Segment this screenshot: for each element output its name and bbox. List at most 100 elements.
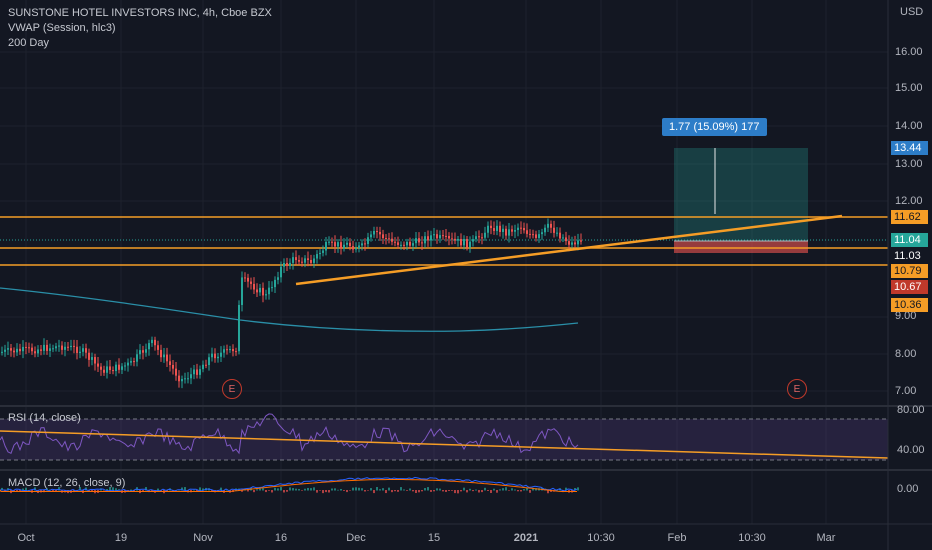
candle-body (109, 366, 111, 371)
candle-body (574, 242, 576, 245)
candle-body (400, 244, 402, 246)
candle-body (241, 277, 243, 305)
vwap-indicator-label[interactable]: VWAP (Session, hlc3) (8, 22, 116, 34)
macd-bar (166, 490, 168, 492)
candle-body (541, 232, 543, 235)
candle-body (178, 375, 180, 382)
candle-body (331, 241, 333, 243)
macd-bar (259, 488, 261, 491)
candle-body (67, 346, 69, 348)
macd-bar (322, 490, 324, 494)
macd-bar (331, 488, 333, 491)
candle-body (418, 238, 420, 243)
time-tick: Oct (17, 532, 35, 544)
earnings-badge[interactable]: E (222, 379, 242, 399)
candle-body (328, 241, 330, 243)
macd-bar (151, 490, 153, 492)
candle-body (412, 243, 414, 246)
macd-bar (181, 487, 183, 491)
macd-bar (520, 490, 522, 492)
macd-bar (91, 490, 93, 492)
macd-bar (382, 488, 384, 491)
candle-body (367, 237, 369, 244)
candle-body (244, 277, 246, 279)
macd-bar (388, 487, 390, 491)
candle-body (169, 361, 171, 366)
macd-bar (277, 488, 279, 491)
candle-body (274, 279, 276, 288)
macd-bar (115, 488, 117, 491)
macd-bar (109, 487, 111, 491)
macd-bar (514, 489, 516, 491)
candle-body (529, 233, 531, 235)
candle-body (343, 244, 345, 249)
macd-bar (523, 489, 525, 491)
macd-bar (493, 488, 495, 491)
macd-title[interactable]: MACD (12, 26, close, 9) (8, 477, 126, 489)
macd-bar (265, 490, 267, 493)
macd-bar (103, 490, 105, 491)
macd-bar (316, 490, 318, 493)
candle-body (91, 357, 93, 360)
symbol-title[interactable]: SUNSTONE HOTEL INVESTORS INC, 4h, Cboe B… (8, 7, 272, 19)
candle-body (415, 238, 417, 244)
candle-body (475, 236, 477, 240)
candle-body (346, 242, 348, 245)
candle-body (505, 228, 507, 236)
candle-body (205, 364, 207, 366)
candle-body (268, 287, 270, 295)
macd-bar (400, 487, 402, 491)
macd-bar (307, 487, 309, 491)
macd-bar (463, 487, 465, 491)
candle-body (352, 246, 354, 250)
candle-body (304, 258, 306, 263)
candle-body (151, 339, 153, 344)
candle-body (172, 365, 174, 369)
macd-bar (157, 488, 159, 491)
price-tick: 13.00 (895, 158, 923, 170)
candle-body (325, 242, 327, 251)
candle-body (142, 350, 144, 353)
macd-bar (439, 488, 441, 491)
macd-bar (478, 490, 480, 493)
earnings-badge[interactable]: E (787, 379, 807, 399)
macd-bar (106, 489, 108, 491)
ma-indicator-label[interactable]: 200 Day (8, 37, 49, 49)
candle-body (385, 238, 387, 240)
macd-bar (499, 489, 501, 491)
candle-body (322, 250, 324, 253)
time-tick: Dec (346, 532, 366, 544)
price-tick: 9.00 (895, 310, 917, 322)
candle-body (220, 352, 222, 357)
candle-body (403, 244, 405, 246)
rsi-trendline (0, 430, 889, 459)
price-label-level: 10.36 (891, 298, 928, 312)
candle-body (577, 240, 579, 245)
macd-bar (469, 488, 471, 491)
macd-bar (34, 487, 36, 491)
candle-body (193, 369, 195, 375)
rsi-level-label: 40.00 (897, 444, 925, 456)
macd-bar (433, 490, 435, 492)
macd-bar (430, 490, 432, 492)
candle-body (538, 234, 540, 238)
candle-body (514, 230, 516, 232)
rsi-title[interactable]: RSI (14, close) (8, 412, 81, 424)
macd-bar (301, 490, 303, 491)
macd-bar (112, 487, 114, 491)
macd-bar (490, 490, 492, 493)
macd-bar (337, 489, 339, 491)
candle-body (226, 349, 228, 351)
macd-bar (421, 490, 423, 492)
candle-body (235, 351, 237, 353)
macd-bar (529, 490, 531, 493)
time-tick: Feb (667, 532, 687, 544)
candle-body (232, 349, 234, 352)
candle-body (175, 368, 177, 376)
candle-body (523, 228, 525, 231)
candle-body (508, 229, 510, 236)
macd-bar (496, 490, 498, 493)
macd-bar (211, 490, 213, 492)
candle-body (289, 262, 291, 266)
